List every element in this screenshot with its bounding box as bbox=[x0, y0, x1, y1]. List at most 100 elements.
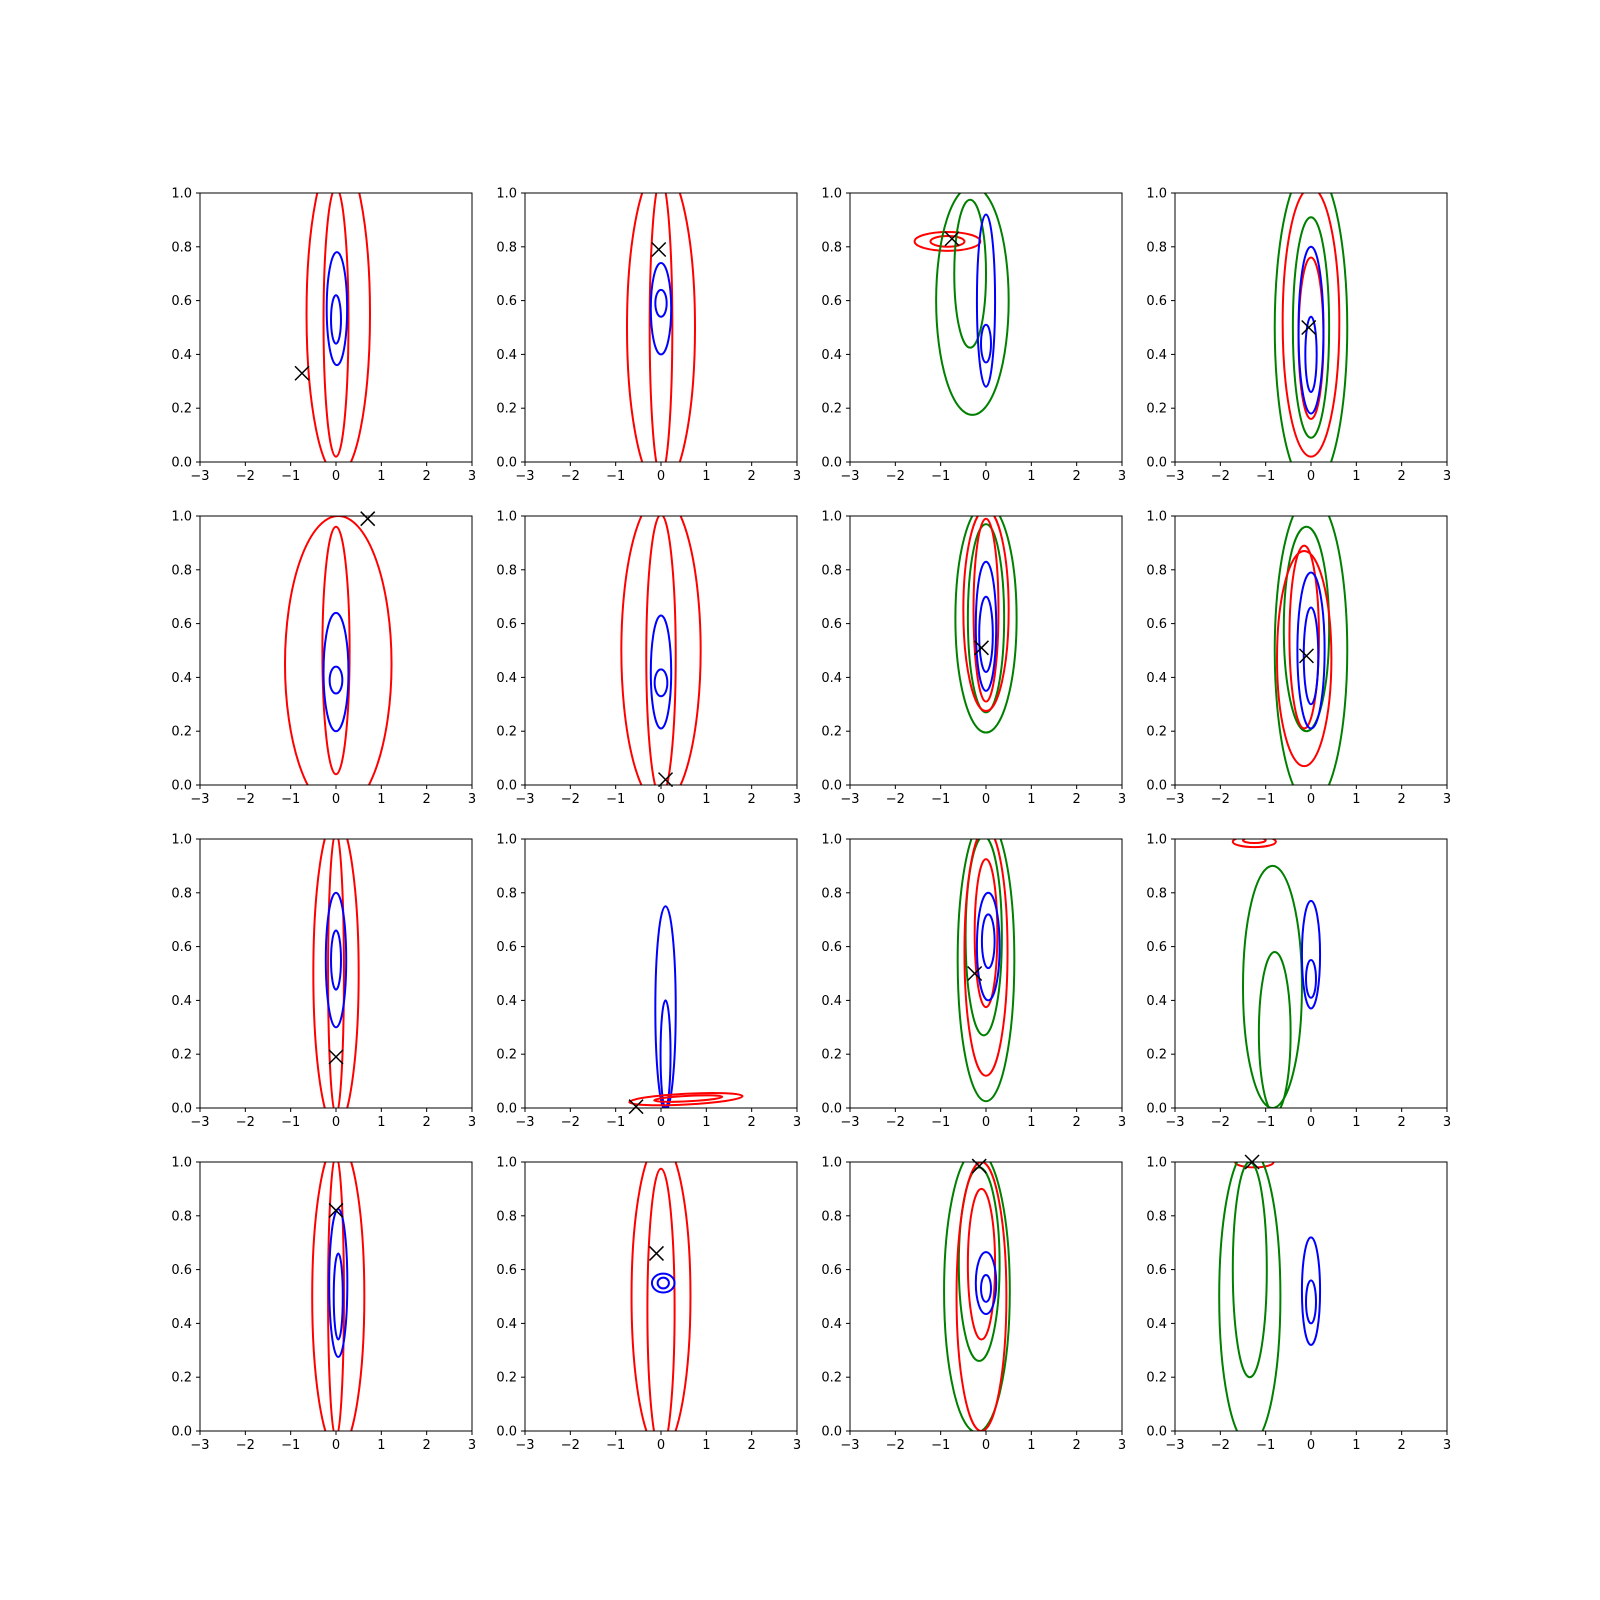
subplot-2-2: −3 −2 −1 0 1 2 3 0.0 0.2 0.4 0.6 0.8 1.0 bbox=[496, 510, 801, 808]
x-tick-label: 2 bbox=[423, 469, 431, 484]
y-tick-label: 0.8 bbox=[496, 1209, 517, 1224]
x-tick-label: −2 bbox=[886, 469, 905, 484]
x-tick-label: 0 bbox=[657, 469, 665, 484]
x-tick-label: 0 bbox=[1307, 792, 1315, 807]
x-tick-label: 3 bbox=[468, 1115, 476, 1130]
green-contour-3 bbox=[935, 193, 1010, 416]
y-tick-label: 0.8 bbox=[1146, 240, 1167, 255]
plot-area bbox=[943, 1162, 1011, 1431]
blue-contour-4 bbox=[1300, 1236, 1322, 1346]
subplot-1-3: −3 −2 −1 0 1 2 3 0.0 0.2 0.4 0.6 0.8 1.0 bbox=[821, 187, 1126, 485]
x-marker bbox=[294, 365, 310, 381]
axes-frame bbox=[849, 515, 1123, 786]
x-marker bbox=[658, 772, 674, 788]
green-contour-3 bbox=[1242, 864, 1303, 1108]
y-tick-label: 0.2 bbox=[171, 1048, 192, 1063]
x-tick-label: 1 bbox=[702, 792, 710, 807]
y-tick-label: 0.4 bbox=[821, 1317, 842, 1332]
y-tick-label: 0.0 bbox=[171, 779, 192, 794]
x-tick-label: −2 bbox=[561, 469, 580, 484]
x-tick-label: −1 bbox=[931, 469, 950, 484]
x-tick-label: 0 bbox=[982, 1115, 990, 1130]
blue-contour-3 bbox=[650, 1272, 676, 1294]
x-tick-label: 3 bbox=[468, 469, 476, 484]
x-tick-label: 0 bbox=[982, 1438, 990, 1453]
red-contour-2 bbox=[321, 525, 351, 776]
x-tick-label: 2 bbox=[1073, 1438, 1081, 1453]
y-tick-label: 0.8 bbox=[821, 563, 842, 578]
blue-contour-3 bbox=[649, 261, 673, 356]
x-tick-label: −1 bbox=[1256, 1438, 1275, 1453]
y-tick-label: 0.2 bbox=[821, 1371, 842, 1386]
green-contour-4 bbox=[953, 198, 988, 349]
subplot-4-1: −3 −2 −1 0 1 2 3 0.0 0.2 0.4 0.6 0.8 1.0 bbox=[171, 1156, 476, 1454]
x-tick-label: 3 bbox=[1443, 1438, 1451, 1453]
x-marker bbox=[628, 1099, 644, 1115]
x-tick-label: 1 bbox=[1027, 792, 1035, 807]
y-tick-label: 1.0 bbox=[821, 833, 842, 848]
y-tick-label: 0.2 bbox=[821, 1048, 842, 1063]
y-tick-label: 0.4 bbox=[1146, 994, 1167, 1009]
y-tick-label: 1.0 bbox=[171, 1156, 192, 1171]
x-marker bbox=[328, 1049, 344, 1065]
axes-frame bbox=[849, 838, 1123, 1109]
blue-contour-5 bbox=[1300, 899, 1322, 1010]
blue-contour-6 bbox=[1305, 959, 1317, 999]
green-contour-1 bbox=[956, 839, 1016, 1103]
x-tick-label: 2 bbox=[423, 1438, 431, 1453]
blue-contour-6 bbox=[978, 595, 994, 674]
x-tick-label: −3 bbox=[515, 1115, 534, 1130]
x-tick-label: 2 bbox=[423, 1115, 431, 1130]
y-tick-label: 0.4 bbox=[1146, 671, 1167, 686]
x-tick-label: 3 bbox=[793, 469, 801, 484]
y-tick-label: 0.2 bbox=[171, 1371, 192, 1386]
x-tick-label: −3 bbox=[190, 1438, 209, 1453]
y-tick-label: 0.4 bbox=[171, 348, 192, 363]
x-tick-label: −2 bbox=[236, 792, 255, 807]
x-tick-label: −1 bbox=[931, 792, 950, 807]
x-tick-label: 3 bbox=[1443, 792, 1451, 807]
y-tick-label: 1.0 bbox=[171, 187, 192, 202]
x-tick-label: 2 bbox=[1398, 469, 1406, 484]
y-tick-label: 0.2 bbox=[1146, 725, 1167, 740]
x-tick-label: −3 bbox=[515, 1438, 534, 1453]
y-tick-label: 0.8 bbox=[171, 563, 192, 578]
green-contour-2 bbox=[966, 523, 1006, 714]
x-tick-label: 3 bbox=[793, 792, 801, 807]
green-contour-1 bbox=[954, 516, 1018, 734]
x-tick-label: −2 bbox=[561, 792, 580, 807]
x-marker bbox=[360, 511, 376, 527]
x-tick-label: −2 bbox=[236, 1115, 255, 1130]
green-contour-2 bbox=[1282, 525, 1331, 733]
red-contour-4 bbox=[1288, 544, 1320, 730]
y-tick-label: 0.4 bbox=[1146, 348, 1167, 363]
x-tick-label: 0 bbox=[982, 792, 990, 807]
green-contour-3 bbox=[1231, 1162, 1268, 1379]
x-marker bbox=[1301, 319, 1317, 336]
y-tick-label: 0.0 bbox=[1146, 1102, 1167, 1117]
y-tick-label: 0.4 bbox=[496, 1317, 517, 1332]
y-tick-label: 0.4 bbox=[496, 994, 517, 1009]
y-tick-label: 1.0 bbox=[1146, 833, 1167, 848]
y-tick-label: 0.0 bbox=[496, 456, 517, 471]
x-tick-label: 3 bbox=[1443, 469, 1451, 484]
x-tick-label: 1 bbox=[702, 1438, 710, 1453]
y-tick-label: 0.6 bbox=[821, 1263, 842, 1278]
blue-contour-4 bbox=[330, 929, 342, 991]
subplot-3-1: −3 −2 −1 0 1 2 3 0.0 0.2 0.4 0.6 0.8 1.0 bbox=[171, 833, 476, 1131]
axes-frame bbox=[199, 515, 473, 786]
x-tick-label: −1 bbox=[1256, 1115, 1275, 1130]
red-contour-3 bbox=[963, 839, 1009, 1077]
x-tick-label: 2 bbox=[1073, 792, 1081, 807]
y-tick-label: 0.4 bbox=[171, 1317, 192, 1332]
plot-area bbox=[620, 516, 702, 785]
x-tick-label: −2 bbox=[561, 1438, 580, 1453]
y-tick-label: 0.6 bbox=[1146, 1263, 1167, 1278]
red-contour-4 bbox=[972, 517, 1000, 703]
green-contour-1 bbox=[1273, 516, 1349, 785]
x-tick-label: 1 bbox=[1352, 1438, 1360, 1453]
x-marker bbox=[973, 640, 989, 656]
plot-area bbox=[1231, 839, 1322, 1108]
y-tick-label: 0.2 bbox=[496, 725, 517, 740]
red-contour-2 bbox=[929, 235, 966, 248]
